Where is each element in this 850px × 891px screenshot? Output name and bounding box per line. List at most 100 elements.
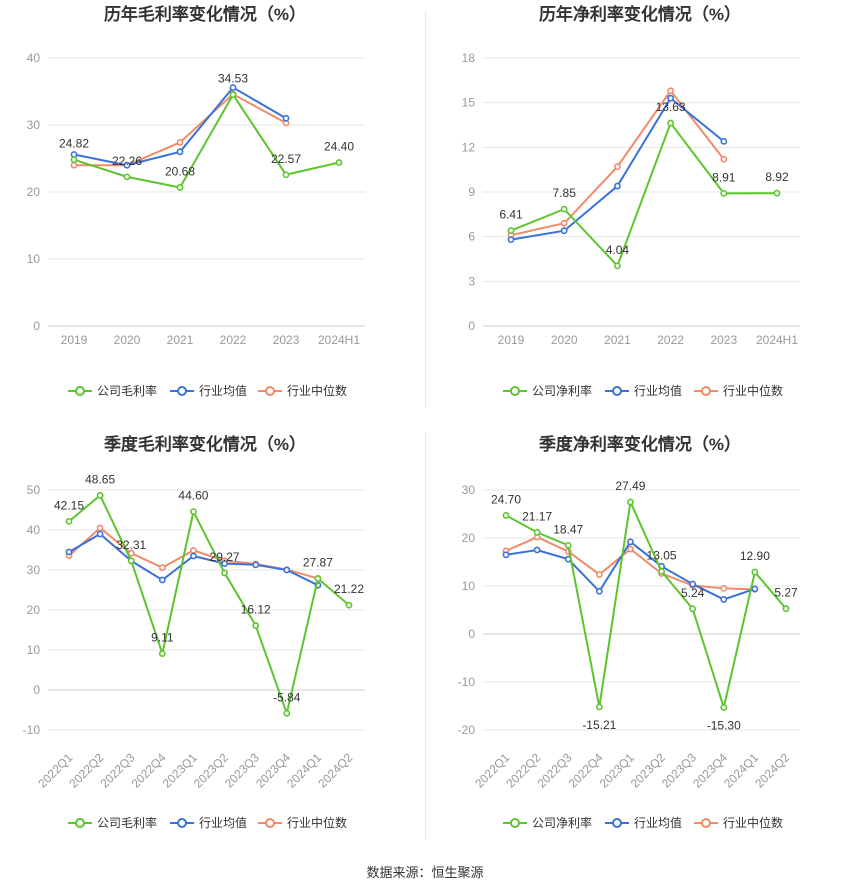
legend-marker	[510, 818, 520, 828]
data-point-industry_avg	[533, 546, 541, 554]
data-label: -15.21	[582, 718, 616, 732]
data-point-company	[158, 650, 166, 657]
legend-marker	[177, 386, 187, 396]
data-point-company	[502, 512, 510, 519]
y-tick-label: 40	[27, 51, 41, 65]
data-point-industry_avg	[720, 596, 728, 603]
legend-label: 行业均值	[634, 383, 682, 398]
data-point-company	[782, 605, 790, 613]
data-label: 7.85	[553, 186, 577, 200]
data-point-industry_avg	[96, 530, 104, 538]
data-label: 20.68	[165, 164, 195, 178]
y-tick-label: 20	[27, 603, 41, 617]
data-point-industry_median	[158, 564, 166, 571]
legend-marker	[75, 818, 85, 828]
x-tick-label: 2024H1	[318, 333, 360, 347]
x-tick-label: 2019	[61, 333, 88, 347]
data-point-industry_avg	[252, 561, 260, 569]
data-label: 18.47	[553, 522, 583, 536]
data-point-industry_median	[720, 155, 728, 163]
y-tick-label: 0	[33, 319, 40, 333]
data-label: 22.57	[271, 152, 301, 166]
y-tick-label: 10	[462, 579, 476, 593]
y-tick-label: 40	[27, 523, 41, 537]
data-point-industry_avg	[282, 114, 290, 122]
data-point-company	[507, 227, 515, 234]
y-tick-label: 20	[27, 185, 41, 199]
data-point-industry_avg	[176, 148, 184, 156]
legend-label: 公司毛利率	[97, 383, 157, 398]
data-label: 27.87	[303, 556, 333, 570]
data-point-industry_avg	[689, 580, 697, 588]
data-point-industry_median	[70, 161, 78, 169]
vertical-divider	[425, 10, 426, 408]
data-label: 48.65	[85, 472, 115, 486]
data-point-company	[720, 704, 728, 711]
data-point-industry_median	[176, 139, 184, 146]
chart-panel-2: 历年净利率变化情况（%） 0 3 6 9 12 15 18 2019 2020 2021 2022 20…	[462, 4, 800, 398]
y-tick-label: 30	[27, 563, 41, 577]
data-point-industry_avg	[158, 576, 166, 584]
data-label: 42.15	[54, 498, 84, 512]
data-point-company	[627, 498, 634, 506]
legend-marker	[701, 818, 711, 828]
data-point-company	[614, 262, 621, 270]
data-point-company	[96, 491, 104, 499]
data-point-company	[283, 709, 291, 717]
legend-label: 行业中位数	[723, 383, 783, 398]
data-label: 6.41	[499, 208, 523, 222]
data-label: 8.92	[765, 170, 789, 184]
legend-label: 行业均值	[199, 815, 247, 830]
data-label: 24.82	[59, 137, 89, 151]
data-point-industry_median	[627, 545, 634, 553]
data-point-company	[595, 703, 603, 711]
legend-label: 公司净利率	[532, 815, 592, 830]
legend-marker	[612, 818, 622, 828]
data-point-industry_median	[190, 547, 197, 554]
data-label: 24.40	[324, 140, 354, 154]
data-label: 4.04	[606, 243, 630, 257]
y-tick-label: 10	[27, 252, 41, 266]
data-label: 34.53	[218, 72, 248, 86]
data-point-company	[176, 184, 184, 191]
data-point-industry_median	[614, 163, 621, 171]
data-point-company	[560, 205, 568, 213]
chart-title: 历年净利率变化情况（%）	[539, 4, 741, 24]
data-point-company	[345, 601, 353, 609]
x-tick-label: 2020	[551, 333, 578, 347]
data-point-industry_avg	[595, 587, 603, 595]
chart-panel-3: 季度毛利率变化情况（%）-10010203040502022Q12022Q220…	[23, 434, 365, 830]
data-point-company	[229, 91, 237, 99]
data-label: -5.84	[273, 690, 301, 704]
data-point-company	[335, 159, 343, 166]
data-label: 16.12	[241, 603, 271, 617]
chart-panel-1: 历年毛利率变化情况（%） 0 10 20 30 40 2019 2020 2021 2022 202…	[27, 4, 365, 398]
y-tick-label: 18	[462, 51, 476, 65]
y-tick-label: 50	[27, 483, 41, 497]
data-point-company	[221, 569, 228, 577]
y-tick-label: 6	[468, 230, 475, 244]
data-label: 12.90	[740, 549, 770, 563]
x-tick-label: 2024H1	[756, 333, 798, 347]
legend-label: 行业均值	[634, 815, 682, 830]
chart-panel-4: 季度净利率变化情况（%）-20-1001020302022Q12022Q2202…	[458, 434, 800, 830]
y-tick-label: 20	[462, 531, 476, 545]
data-label: 24.70	[491, 492, 521, 506]
series-line-company	[73, 92, 340, 189]
data-point-company	[667, 119, 674, 127]
data-label: 9.11	[151, 631, 174, 645]
x-tick-label: 2022	[220, 333, 247, 347]
data-point-company	[720, 189, 728, 197]
data-point-industry_avg	[627, 538, 634, 546]
data-point-company	[190, 508, 197, 515]
chart-title: 季度毛利率变化情况（%）	[104, 434, 306, 454]
data-point-industry_avg	[507, 236, 515, 244]
series-line-company	[510, 121, 778, 268]
y-tick-label: 0	[468, 319, 475, 333]
data-point-industry_avg	[283, 566, 291, 574]
data-point-industry_median	[667, 87, 674, 95]
y-tick-label: 3	[468, 274, 475, 288]
data-point-company	[123, 173, 131, 181]
legend-label: 行业中位数	[287, 815, 347, 830]
